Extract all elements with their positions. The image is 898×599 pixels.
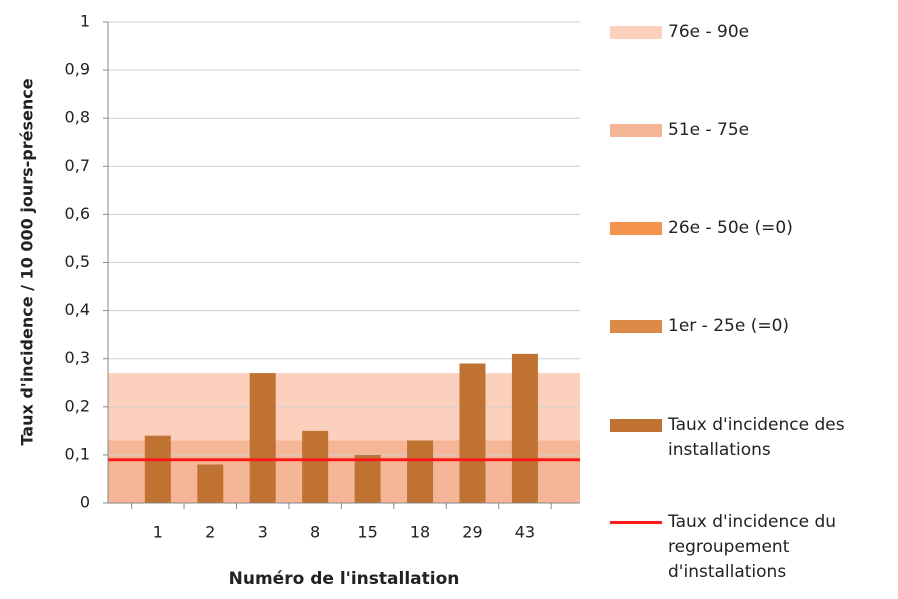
legend-label: 1er - 25e (=0) <box>668 316 790 336</box>
bar <box>144 435 171 503</box>
y-tick-label: 0,1 <box>65 444 90 463</box>
y-tick-label: 0,2 <box>65 396 90 415</box>
x-tick-label: 15 <box>357 523 377 542</box>
x-tick-label: 43 <box>515 523 535 542</box>
y-tick-label: 1 <box>80 12 90 31</box>
y-axis-title: Taux d'incidence / 10 000 jours-présence <box>18 78 37 445</box>
legend-swatch <box>610 124 662 137</box>
legend-item: Taux d'incidence du regroupement d'insta… <box>610 510 894 585</box>
y-tick-label: 0,8 <box>65 108 90 127</box>
bar <box>197 464 224 503</box>
y-tick-label: 0 <box>80 493 90 512</box>
bar <box>354 454 381 503</box>
x-tick-label: 3 <box>258 523 268 542</box>
x-axis-title: Numéro de l'installation <box>229 569 460 589</box>
legend-item: 26e - 50e (=0) <box>610 216 894 241</box>
legend-label: 76e - 90e <box>668 22 750 42</box>
bar <box>302 430 329 503</box>
legend-label: 26e - 50e (=0) <box>668 218 793 238</box>
y-tick-label: 0,7 <box>65 156 90 175</box>
y-tick-label: 0,4 <box>65 300 90 319</box>
x-tick-label: 2 <box>205 523 215 542</box>
legend-item: 76e - 90e <box>610 20 894 45</box>
legend-swatch <box>610 222 662 235</box>
legend-item: Taux d'incidence des installations <box>610 413 894 463</box>
percentile-band <box>108 440 580 503</box>
x-tick-label: 8 <box>310 523 320 542</box>
bar <box>407 440 434 503</box>
legend-label: Taux d'incidence des installations <box>668 415 845 460</box>
legend-item: 1er - 25e (=0) <box>610 314 894 339</box>
bar <box>511 353 538 503</box>
legend-label: 51e - 75e <box>668 120 750 140</box>
x-tick-label: 18 <box>410 523 430 542</box>
legend-swatch <box>610 320 662 333</box>
legend-swatch <box>610 419 662 432</box>
y-tick-label: 0,6 <box>65 204 90 223</box>
x-tick-label: 29 <box>462 523 482 542</box>
bar <box>459 363 486 503</box>
legend-swatch <box>610 26 662 39</box>
legend-swatch <box>610 521 662 524</box>
bar <box>249 373 276 503</box>
legend-item: 51e - 75e <box>610 118 894 143</box>
y-tick-label: 0,5 <box>65 252 90 271</box>
y-tick-label: 0,3 <box>65 348 90 367</box>
chart: Taux d'incidence / 10 000 jours-présence… <box>18 12 580 589</box>
legend-label: Taux d'incidence du regroupement d'insta… <box>668 512 837 582</box>
y-tick-label: 0,9 <box>65 60 90 79</box>
x-tick-label: 1 <box>153 523 163 542</box>
